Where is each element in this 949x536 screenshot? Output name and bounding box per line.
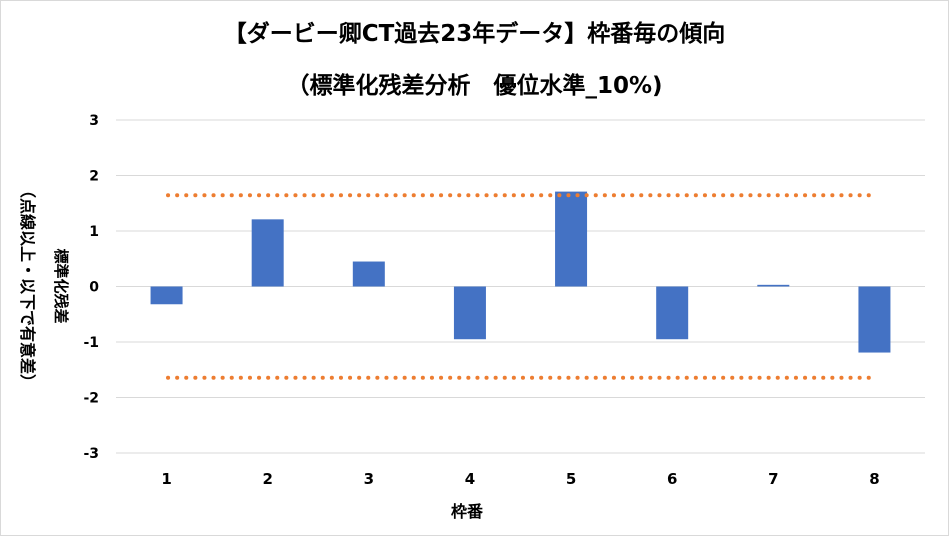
y-axis-ticks: 3 2 1 0 -1 -2 -3 (83, 113, 99, 462)
x-tick-label: 5 (566, 470, 576, 488)
bar-7 (757, 284, 790, 287)
bar-8 (858, 286, 891, 353)
y-tick-label: 0 (89, 280, 99, 296)
bar-2 (251, 219, 284, 287)
bar-3 (352, 261, 385, 287)
bar-5 (555, 191, 588, 287)
y-axis-label: （点線以上・以下で有意差） 標準化残差 (18, 182, 70, 390)
y-tick-label: 1 (89, 224, 99, 240)
x-tick-label: 3 (364, 470, 374, 488)
y-tick-label: -1 (83, 335, 99, 351)
threshold-lines (166, 193, 873, 380)
bar-6 (656, 286, 689, 340)
chart-title-line1: 【ダービー卿CT過去23年データ】枠番毎の傾向 (223, 21, 726, 47)
x-tick-label: 1 (161, 470, 171, 488)
y-tick-label: -2 (83, 391, 99, 407)
x-axis-label: 枠番 (451, 502, 484, 521)
y-axis-label-line2: （点線以上・以下で有意差） (18, 182, 37, 390)
x-axis-ticks: 1 2 3 4 5 6 7 8 (161, 470, 879, 488)
y-tick-label: 3 (89, 113, 99, 129)
y-tick-label: -3 (83, 446, 99, 462)
x-tick-label: 7 (768, 470, 778, 488)
x-tick-label: 6 (667, 470, 677, 488)
gridlines (116, 119, 925, 454)
x-tick-label: 2 (262, 470, 272, 488)
bars (150, 191, 891, 353)
x-tick-label: 8 (869, 470, 879, 488)
y-axis-label-line1: 標準化残差 (52, 248, 70, 323)
bar-4 (453, 286, 486, 340)
x-tick-label: 4 (465, 470, 475, 488)
bar-1 (150, 286, 183, 305)
y-tick-label: 2 (89, 169, 99, 185)
chart-title-line2: （標準化残差分析 優位水準_10%) (286, 73, 663, 99)
